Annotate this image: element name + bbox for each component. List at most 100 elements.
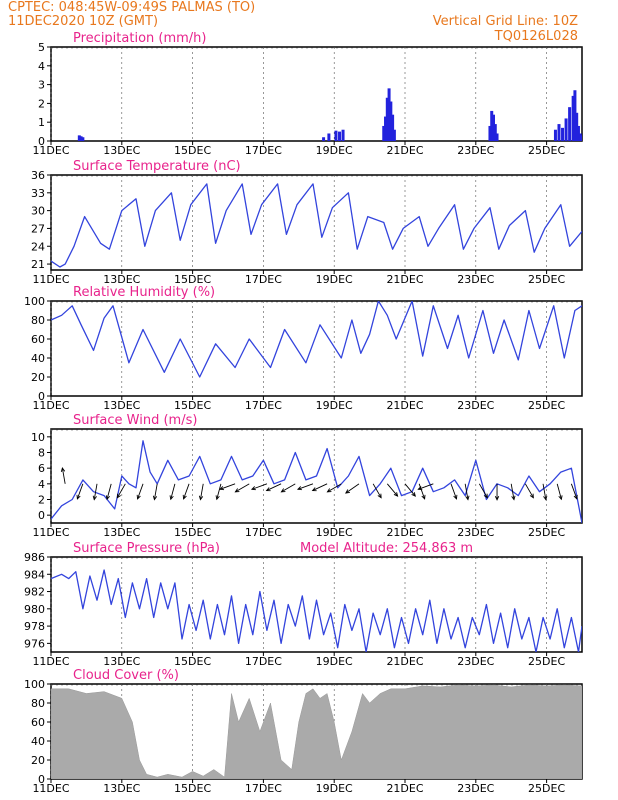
rh-title: Relative Humidity (%) (73, 285, 215, 300)
wind-wind-vector (556, 483, 562, 500)
wind-ytick-label: 8 (38, 447, 45, 460)
precip-bar (338, 131, 342, 141)
cloud-ytick-label: 80 (31, 697, 45, 710)
precip-bar (490, 110, 494, 141)
precip-xtick-label: 19DEC (316, 144, 353, 157)
precip-bar (322, 137, 326, 141)
precip-title: Precipitation (mm/h) (73, 31, 206, 46)
wind-wind-vector (464, 483, 469, 500)
precip-bar (391, 114, 395, 141)
wind-wind-vector (153, 483, 158, 500)
cloud-panel: 0 20 40 60 80 100 11DEC 13DEC 15DEC 17DEC 19DEC 21D… (24, 668, 583, 795)
precip-ytick-label: 4 (38, 60, 45, 73)
wind-wind-arrowhead (393, 492, 399, 497)
precip-bar (578, 133, 582, 141)
wind-wind-vector (372, 483, 382, 498)
wind-wind-arrowhead (529, 493, 534, 499)
wind-wind-vector (524, 483, 534, 498)
wind-wind-arrowhead (558, 495, 563, 501)
wind-wind-arrowhead (182, 494, 187, 500)
precip-bar (392, 129, 396, 141)
wind-wind-arrowhead (511, 495, 516, 501)
wind-wind-vector (570, 483, 578, 500)
cloud-title: Cloud Cover (%) (73, 668, 179, 683)
wind-xtick-label: 11DEC (32, 526, 69, 539)
temp-panel: 21 24 27 30 33 36 11DEC 13DEC 15DEC 17DEC 19DEC 21D… (31, 159, 583, 286)
precip-bar (580, 135, 582, 141)
precip-bar (385, 97, 389, 141)
wind-wind-arrowhead (215, 495, 220, 501)
wind-wind-vector (219, 483, 236, 490)
wind-wind-vector (418, 483, 426, 500)
wind-xtick-label: 15DEC (174, 526, 211, 539)
precip-xtick-label: 17DEC (245, 144, 282, 157)
rh-line (51, 301, 582, 378)
wind-wind-vector (61, 467, 66, 484)
wind-wind-vector (327, 483, 342, 493)
temp-title: Surface Temperature (nC) (73, 159, 241, 174)
wind-wind-vector (510, 483, 515, 500)
cloud-xtick-label: 19DEC (316, 782, 353, 795)
precip-bar (575, 112, 579, 141)
temp-xtick-label: 21DEC (386, 273, 423, 286)
rh-frame (50, 300, 583, 397)
wind-wind-arrowhead (573, 494, 578, 500)
wind-wind-vector (281, 483, 296, 493)
rh-panel: 0 20 40 60 80 100 11DEC 13DEC 15DEC 17DEC 19DEC 21D… (24, 285, 583, 412)
wind-wind-arrowhead (543, 495, 548, 501)
precip-bar (495, 133, 499, 141)
rh-ytick-label: 0 (38, 390, 45, 403)
wind-xtick-label: 25DEC (528, 526, 565, 539)
precip-xtick-label: 21DEC (386, 144, 423, 157)
precip-bar (564, 118, 568, 141)
rh-xtick-label: 13DEC (103, 399, 140, 412)
wind-wind-arrowhead (234, 488, 240, 493)
pressure-title: Surface Pressure (hPa) (73, 541, 220, 556)
temp-ytick-label: 33 (31, 187, 45, 200)
precip-bar (77, 135, 81, 141)
wind-wind-arrowhead (421, 494, 426, 500)
temp-xtick-label: 17DEC (245, 273, 282, 286)
precip-bar (493, 124, 497, 141)
temp-xtick-label: 15DEC (174, 273, 211, 286)
pressure-ytick-label: 982 (24, 586, 45, 599)
wind-wind-vector (345, 483, 360, 494)
precip-bar (334, 130, 338, 141)
precip-bar (573, 90, 577, 141)
temp-xtick-label: 23DEC (457, 273, 494, 286)
cloud-ytick-label: 60 (31, 716, 45, 729)
pressure-xtick-label: 11DEC (32, 655, 69, 668)
wind-xtick-label: 17DEC (245, 526, 282, 539)
wind-xtick-label: 13DEC (103, 526, 140, 539)
header-grid-note: Vertical Grid Line: 10Z (433, 14, 578, 29)
precip-bar (553, 129, 557, 141)
header-location: CPTEC: 048:45W-09:49S PALMAS (TO) (8, 0, 255, 15)
wind-wind-vector (116, 483, 126, 498)
wind-wind-vector (216, 483, 222, 500)
wind-ytick-label: 2 (38, 494, 45, 507)
wind-wind-arrowhead (465, 495, 470, 501)
pressure-xtick-label: 13DEC (103, 655, 140, 668)
precip-bar (382, 125, 386, 141)
rh-ytick-label: 40 (31, 352, 45, 365)
wind-wind-vector (450, 483, 457, 500)
wind-wind-vector (76, 483, 84, 500)
precip-bar (492, 114, 495, 141)
wind-wind-vector (542, 483, 547, 500)
wind-wind-vector (93, 483, 98, 500)
wind-wind-arrowhead (417, 486, 423, 491)
wind-ytick-label: 6 (38, 462, 45, 475)
cloud-ytick-label: 0 (38, 773, 45, 786)
temp-ytick-label: 36 (31, 169, 45, 182)
rh-xtick-label: 11DEC (32, 399, 69, 412)
pressure-panel: 976 978 980 982 984 986 11DEC 13DEC 15DEC 17DEC 19… (24, 541, 583, 668)
wind-wind-arrowhead (136, 494, 141, 500)
panels-container: 0 1 2 3 4 5 11DEC 13DEC 15DEC 17DEC 19DEC 21DEC 23DE… (24, 31, 583, 795)
precip-ytick-label: 5 (38, 41, 45, 54)
precip-xtick-label: 15DEC (174, 144, 211, 157)
rh-xtick-label: 17DEC (245, 399, 282, 412)
wind-wind-arrowhead (250, 486, 256, 491)
wind-xtick-label: 19DEC (316, 526, 353, 539)
pressure-xtick-label: 15DEC (174, 655, 211, 668)
precip-bar (576, 125, 580, 141)
